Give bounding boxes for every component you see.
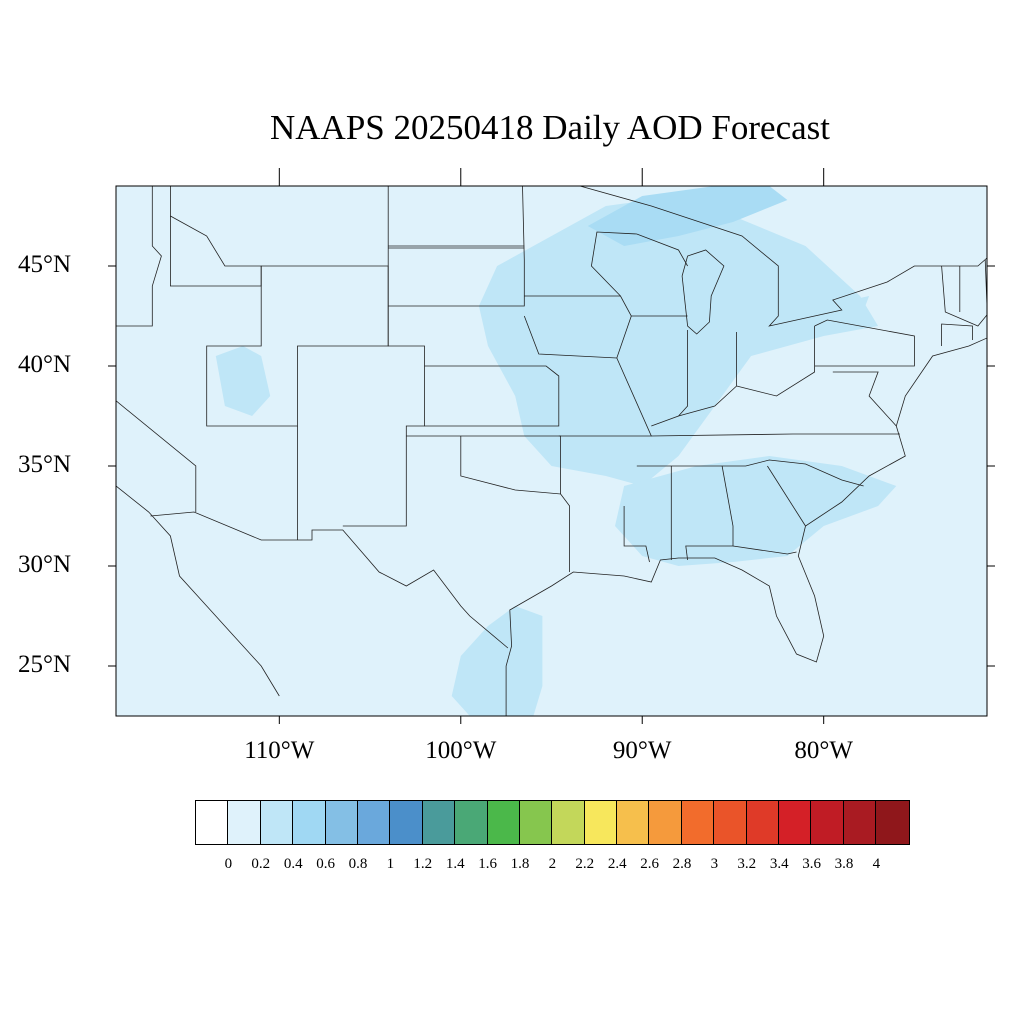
colorbar-swatch xyxy=(390,801,423,844)
colorbar-swatch xyxy=(196,801,229,844)
great-lakes-plume xyxy=(678,226,870,346)
map-title: NAAPS 20250418 Daily AOD Forecast xyxy=(270,108,830,147)
longitude-label: 100°W xyxy=(425,737,497,764)
colorbar-swatch xyxy=(714,801,747,844)
colorbar-label: 3.4 xyxy=(769,856,789,872)
lake-michigan xyxy=(681,249,725,335)
colorbar-label: 1.4 xyxy=(445,856,465,872)
state-line-29 xyxy=(941,323,973,346)
colorbar-label: 3.2 xyxy=(737,856,757,872)
colorbar-swatch xyxy=(617,801,650,844)
state-line-6 xyxy=(170,186,262,287)
state-line-13 xyxy=(590,231,688,297)
mexico-border xyxy=(150,511,509,649)
colorbar-swatch xyxy=(811,801,844,844)
state-line-11 xyxy=(560,493,570,572)
colorbar-swatch xyxy=(876,801,909,844)
southeast-plume xyxy=(615,456,897,566)
us-canada-border xyxy=(116,186,987,327)
longitude-label: 80°W xyxy=(794,737,853,764)
state-line-17 xyxy=(678,332,737,417)
colorbar-swatch xyxy=(455,801,488,844)
colorbar-swatch xyxy=(487,801,520,844)
colorbar-label: 4 xyxy=(872,856,881,872)
colorbar-label: 0.4 xyxy=(283,856,303,872)
state-line-19 xyxy=(651,433,900,437)
longitude-label: 90°W xyxy=(612,737,672,764)
colorbar-swatch xyxy=(649,801,682,844)
state-line-2 xyxy=(116,400,197,512)
state-line-20 xyxy=(636,459,864,487)
latitude-label: 25°N xyxy=(18,651,72,678)
latitude-label: 30°N xyxy=(18,551,72,578)
axis-ticks xyxy=(108,168,995,724)
aod-colorbar xyxy=(195,800,910,845)
state-line-21 xyxy=(623,506,650,563)
colorbar-swatch xyxy=(779,801,812,844)
latitude-label: 45°N xyxy=(18,251,72,278)
colorbar-label: 2.6 xyxy=(640,856,659,872)
state-line-27 xyxy=(832,371,897,427)
state-line-1 xyxy=(116,186,162,327)
colorbar-label: 3 xyxy=(710,856,719,872)
northern-plume xyxy=(587,186,788,246)
gulf-coast xyxy=(505,337,987,716)
colorbar-swatch xyxy=(357,801,391,844)
aod-field xyxy=(116,186,987,716)
colorbar-swatch xyxy=(552,801,585,844)
colorbar-swatch xyxy=(260,801,294,844)
state-line-12 xyxy=(523,295,632,359)
utah-plume xyxy=(215,346,271,416)
colorbar-label: 0 xyxy=(224,856,233,872)
latitude-label: 35°N xyxy=(18,451,72,478)
colorbar-label: 1.2 xyxy=(413,856,433,872)
colorbar-label: 2.4 xyxy=(607,856,627,872)
colorbar-label: 1.6 xyxy=(478,856,497,872)
colorbar-label: 3.8 xyxy=(834,856,854,872)
state-line-24 xyxy=(732,545,797,555)
colorbar-label: 2.8 xyxy=(672,856,692,872)
colorbar-swatch xyxy=(746,801,780,844)
texas-plume xyxy=(451,606,543,716)
west-coast xyxy=(116,485,280,697)
colorbar-swatch xyxy=(584,801,618,844)
colorbar-label: 0.2 xyxy=(251,856,271,872)
colorbar-label: 0.8 xyxy=(348,856,368,872)
colorbar-label: 3.6 xyxy=(802,856,821,872)
latitude-label: 40°N xyxy=(18,351,72,378)
colorbar-swatch xyxy=(681,801,715,844)
state-line-18 xyxy=(736,326,815,397)
longitude-label: 110°W xyxy=(244,737,315,764)
colorbar-label: 2 xyxy=(548,856,557,872)
colorbar-swatch xyxy=(228,801,261,844)
colorbar-label: 1 xyxy=(386,856,395,872)
colorbar-swatch xyxy=(519,801,553,844)
colorbar-swatch xyxy=(422,801,456,844)
colorbar-label: 1.8 xyxy=(510,856,530,872)
colorbar-swatch xyxy=(325,801,358,844)
state-boundaries xyxy=(116,186,987,716)
state-line-26 xyxy=(814,319,915,367)
state-line-25 xyxy=(767,465,806,527)
state-line-9 xyxy=(424,365,560,427)
map-frame xyxy=(115,185,988,717)
colorbar-label: 2.2 xyxy=(575,856,595,872)
colorbar-swatch xyxy=(293,801,326,844)
state-line-28 xyxy=(941,265,987,327)
colorbar-swatch xyxy=(843,801,877,844)
colorbar-label: 0.6 xyxy=(316,856,335,872)
state-line-8 xyxy=(388,186,525,307)
state-line-16 xyxy=(651,330,688,427)
